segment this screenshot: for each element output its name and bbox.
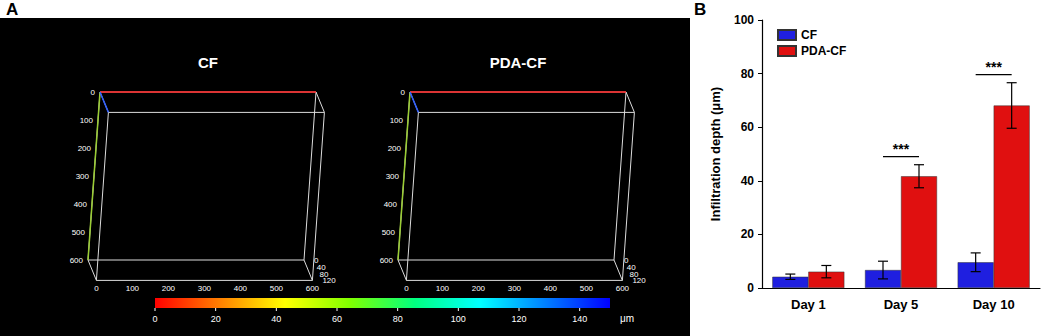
svg-text:Day 10: Day 10 — [973, 297, 1015, 312]
svg-text:200: 200 — [472, 284, 486, 293]
svg-text:120: 120 — [511, 314, 526, 324]
svg-text:20: 20 — [741, 227, 755, 241]
svg-text:400: 400 — [544, 284, 558, 293]
svg-text:0: 0 — [91, 88, 96, 97]
svg-text:40: 40 — [626, 262, 636, 272]
svg-text:0: 0 — [624, 256, 629, 265]
svg-text:0: 0 — [747, 281, 754, 295]
svg-text:500: 500 — [72, 228, 86, 237]
svg-text:80: 80 — [741, 67, 755, 81]
svg-text:60: 60 — [741, 120, 755, 134]
svg-text:300: 300 — [386, 172, 400, 181]
svg-text:CF: CF — [801, 28, 817, 42]
svg-text:100: 100 — [734, 13, 754, 27]
svg-text:400: 400 — [74, 200, 88, 209]
svg-text:500: 500 — [580, 284, 594, 293]
svg-text:600: 600 — [70, 256, 84, 265]
svg-text:200: 200 — [78, 144, 92, 153]
svg-text:100: 100 — [80, 116, 94, 125]
svg-text:300: 300 — [76, 172, 90, 181]
svg-text:60: 60 — [332, 314, 342, 324]
svg-text:300: 300 — [198, 284, 212, 293]
svg-text:PDA-CF: PDA-CF — [801, 44, 846, 58]
svg-text:0: 0 — [94, 284, 99, 293]
svg-text:600: 600 — [380, 256, 394, 265]
svg-text:100: 100 — [126, 284, 140, 293]
svg-text:40: 40 — [316, 262, 326, 272]
svg-text:200: 200 — [388, 144, 402, 153]
svg-text:CF: CF — [198, 54, 218, 71]
svg-text:400: 400 — [234, 284, 248, 293]
svg-text:A: A — [6, 0, 18, 19]
svg-text:40: 40 — [271, 314, 281, 324]
svg-text:μm: μm — [620, 313, 634, 324]
svg-text:140: 140 — [572, 314, 587, 324]
svg-text:PDA-CF: PDA-CF — [490, 54, 547, 71]
svg-text:0: 0 — [404, 284, 409, 293]
html-text:B: B — [694, 0, 707, 19]
svg-text:80: 80 — [319, 269, 329, 279]
svg-text:200: 200 — [162, 284, 176, 293]
svg-text:20: 20 — [211, 314, 221, 324]
svg-text:120: 120 — [322, 276, 336, 285]
svg-text:***: *** — [893, 141, 910, 157]
svg-text:600: 600 — [616, 284, 630, 293]
svg-text:0: 0 — [401, 88, 406, 97]
svg-text:Day 5: Day 5 — [884, 297, 919, 312]
svg-text:400: 400 — [384, 200, 398, 209]
svg-text:80: 80 — [393, 314, 403, 324]
svg-text:Day 1: Day 1 — [791, 297, 826, 312]
svg-text:***: *** — [985, 59, 1002, 75]
svg-text:80: 80 — [629, 269, 639, 279]
svg-text:Infiltration depth (μm): Infiltration depth (μm) — [708, 87, 723, 221]
svg-text:40: 40 — [741, 174, 755, 188]
svg-text:100: 100 — [451, 314, 466, 324]
svg-text:100: 100 — [390, 116, 404, 125]
svg-text:600: 600 — [306, 284, 320, 293]
svg-text:0: 0 — [152, 314, 157, 324]
svg-text:300: 300 — [508, 284, 522, 293]
svg-text:120: 120 — [632, 276, 646, 285]
svg-text:500: 500 — [270, 284, 284, 293]
svg-text:0: 0 — [314, 256, 319, 265]
svg-text:100: 100 — [436, 284, 450, 293]
svg-text:500: 500 — [382, 228, 396, 237]
